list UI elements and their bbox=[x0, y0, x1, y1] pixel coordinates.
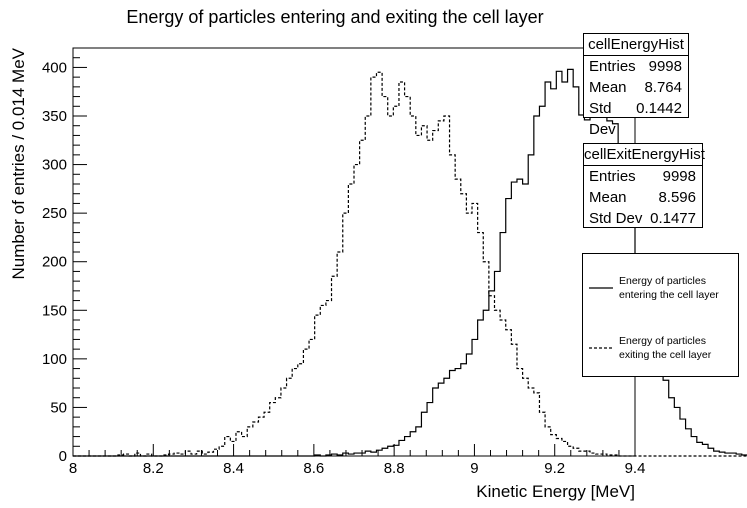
y-tick-label: 0 bbox=[59, 448, 67, 465]
y-tick-label: 50 bbox=[50, 399, 67, 416]
x-tick-label: 9.4 bbox=[625, 460, 646, 477]
x-axis: 8 8.2 8.4 8.6 8.8 9 9.2 9.4 bbox=[69, 444, 646, 477]
y-tick-label: 150 bbox=[42, 302, 67, 319]
stats-entries-row: Entries 9998 bbox=[584, 166, 702, 187]
stats-mean-row: Mean 8.764 bbox=[584, 77, 688, 98]
legend-label-line2: entering the cell layer bbox=[619, 289, 719, 301]
plot-frame bbox=[72, 47, 636, 457]
stats-entries-row: Entries 9998 bbox=[584, 56, 688, 77]
legend-entry-entering: Energy of particles entering the cell la… bbox=[583, 267, 738, 307]
legend-entry-exiting: Energy of particles exiting the cell lay… bbox=[583, 327, 738, 367]
y-axis: 0 50 100 150 200 250 300 350 400 bbox=[42, 47, 87, 465]
stats-mean-value: 8.764 bbox=[644, 79, 682, 96]
stats-entries-value: 9998 bbox=[662, 168, 696, 185]
stats-entries-label: Entries bbox=[589, 168, 636, 185]
stats-mean-row: Mean 8.596 bbox=[584, 187, 702, 208]
histogram-series-0 bbox=[73, 68, 747, 457]
x-tick-label: 8.2 bbox=[143, 460, 164, 477]
legend-label-line2: exiting the cell layer bbox=[619, 349, 712, 361]
stats-entries-value: 9998 bbox=[648, 58, 682, 75]
stats-mean-label: Mean bbox=[589, 79, 627, 96]
x-tick-label: 8.6 bbox=[303, 460, 324, 477]
legend-dashed-line-icon bbox=[589, 347, 613, 349]
stats-entries-label: Entries bbox=[589, 58, 636, 75]
y-tick-label: 350 bbox=[42, 108, 67, 125]
legend: Energy of particles entering the cell la… bbox=[582, 253, 739, 377]
stats-title: cellEnergyHist bbox=[584, 34, 688, 56]
histogram-series-1 bbox=[73, 71, 747, 457]
stats-box-exiting: cellExitEnergyHist Entries 9998 Mean 8.5… bbox=[583, 143, 705, 229]
stats-mean-label: Mean bbox=[589, 189, 627, 206]
x-axis-label: Kinetic Energy [MeV] bbox=[476, 482, 635, 501]
x-tick-label: 8 bbox=[69, 460, 77, 477]
y-tick-label: 300 bbox=[42, 157, 67, 174]
y-tick-label: 250 bbox=[42, 205, 67, 222]
stats-stddev-row: Std Dev 0.1477 bbox=[584, 208, 702, 229]
legend-label-line1: Energy of particles bbox=[619, 275, 706, 287]
chart-title: Energy of particles entering and exiting… bbox=[126, 7, 543, 27]
x-tick-label: 9.2 bbox=[544, 460, 565, 477]
legend-solid-line-icon bbox=[589, 287, 613, 289]
stats-box-entering: cellEnergyHist Entries 9998 Mean 8.764 S… bbox=[583, 33, 689, 138]
x-tick-label: 9 bbox=[470, 460, 478, 477]
stats-stddev-label: Std Dev bbox=[589, 100, 616, 138]
y-tick-label: 200 bbox=[42, 254, 67, 271]
stats-title: cellExitEnergyHist bbox=[584, 144, 705, 166]
x-tick-label: 8.8 bbox=[384, 460, 405, 477]
y-tick-label: 400 bbox=[42, 59, 67, 76]
stats-stddev-row: Std Dev 0.1442 bbox=[584, 98, 688, 138]
stats-stddev-value: 0.1442 bbox=[636, 100, 682, 117]
legend-label-line1: Energy of particles bbox=[619, 335, 706, 347]
histogram-series bbox=[73, 68, 747, 457]
stats-mean-value: 8.596 bbox=[658, 189, 696, 206]
y-tick-label: 100 bbox=[42, 351, 67, 368]
x-tick-label: 8.4 bbox=[223, 460, 244, 477]
stats-stddev-label: Std Dev bbox=[589, 210, 643, 227]
y-axis-label: Number of entries / 0.014 MeV bbox=[9, 47, 28, 279]
stats-stddev-value: 0.1477 bbox=[650, 210, 696, 227]
